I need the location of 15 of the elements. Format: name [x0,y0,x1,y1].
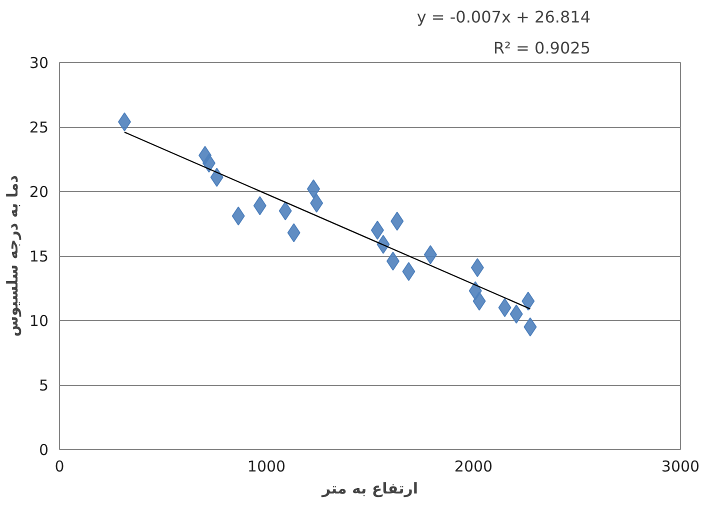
x-axis-title: ارتفاع به متر [321,480,418,498]
text: y = -0.007x + 26.814 [416,8,590,26]
y-tick-label: 5 [38,376,49,394]
y-tick-label: 10 [29,312,49,330]
x-tick-label: 3000 [661,458,700,476]
y-tick-label: 30 [29,54,49,72]
text: R² = 0.9025 [493,38,590,58]
y-tick-label: 15 [29,248,49,266]
x-tick-label: 2000 [454,458,493,476]
x-tick-label: 1000 [247,458,286,476]
y-tick-label: 20 [29,183,49,201]
y-tick-label: 25 [29,118,49,136]
y-tick-label: 0 [38,441,49,459]
y-axis-title: دما به درجه سلسیوس [3,174,22,337]
x-tick-label: 0 [54,458,64,476]
